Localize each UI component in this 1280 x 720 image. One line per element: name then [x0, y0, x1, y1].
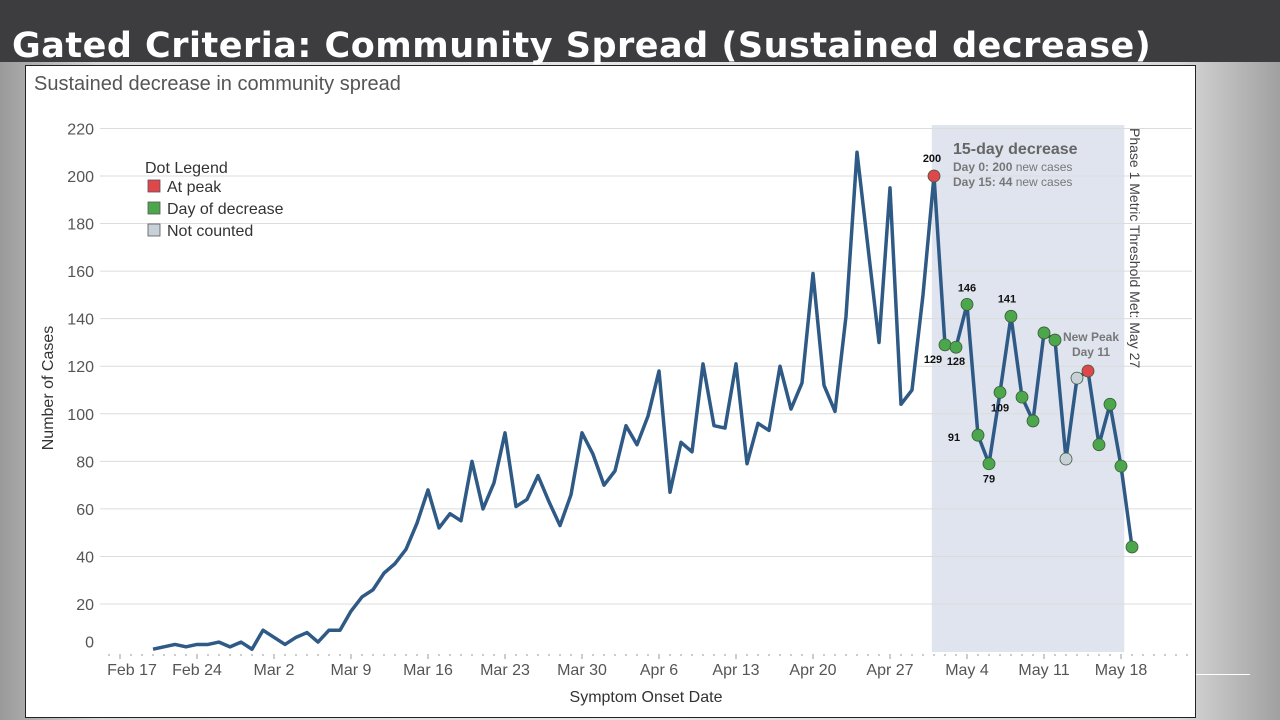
data-label: 200 — [923, 153, 941, 165]
x-tick-label: May 18 — [1095, 662, 1148, 679]
decrease-dot — [971, 428, 985, 442]
decrease-period-shade — [931, 125, 1125, 652]
new-peak-label: New Peak — [1063, 330, 1119, 344]
y-tick-label: 140 — [67, 312, 94, 329]
y-axis-label: Number of Cases — [40, 326, 57, 451]
x-tick-label: May 11 — [1018, 662, 1069, 679]
x-tick-label: Mar 2 — [254, 662, 295, 679]
decrease-dot — [1048, 333, 1062, 347]
legend-swatch-decrease — [147, 201, 161, 215]
decrease-dot — [1103, 397, 1117, 411]
threshold-label: Phase 1 Metric Threshold Met: May 27 — [1127, 128, 1143, 368]
x-tick-label: Apr 6 — [640, 662, 678, 679]
legend-label: At peak — [167, 179, 222, 196]
day0-value: Day 0: 200 — [953, 160, 1013, 174]
not_counted-dot — [1070, 371, 1084, 385]
divider — [1196, 674, 1250, 675]
legend-swatch-not_counted — [147, 223, 161, 237]
x-tick-label: Apr 13 — [712, 662, 759, 679]
data-label: 109 — [991, 402, 1009, 414]
decrease-dot — [938, 338, 952, 352]
chart-title: Sustained decrease in community spread — [34, 73, 401, 95]
x-tick-label: Feb 17 — [107, 662, 157, 679]
y-tick-label: 20 — [76, 597, 94, 614]
x-axis-label: Symptom Onset Date — [570, 689, 723, 706]
decrease-dot — [1114, 459, 1128, 473]
y-tick-label: 180 — [67, 217, 94, 234]
decrease-dot — [1026, 414, 1040, 428]
x-tick-label: Mar 30 — [557, 662, 607, 679]
y-tick-label: 0 — [85, 635, 94, 652]
x-tick-label: Apr 20 — [789, 662, 836, 679]
decrease-dot — [1092, 438, 1106, 452]
legend-swatch-peak — [147, 179, 161, 193]
data-label: 129 — [924, 354, 942, 366]
data-label: 141 — [998, 293, 1016, 305]
legend-label: Not counted — [167, 223, 253, 240]
data-label: 128 — [947, 356, 965, 368]
decrease-dot — [1037, 326, 1051, 340]
decrease-box-title: 15-day decrease — [953, 141, 1078, 158]
decrease-dot — [993, 385, 1007, 399]
legend-label: Day of decrease — [167, 201, 284, 218]
x-tick-label: Feb 24 — [172, 662, 222, 679]
x-tick-label: May 4 — [945, 662, 989, 679]
data-label: 91 — [948, 432, 960, 444]
y-tick-label: 160 — [67, 264, 94, 281]
peak-dot — [1081, 364, 1095, 378]
y-tick-label: 40 — [76, 549, 94, 566]
day15-annotation: Day 15: 44 new cases — [953, 175, 1072, 189]
title-bar — [0, 0, 1280, 62]
data-label: 79 — [983, 474, 995, 486]
x-tick-label: Apr 27 — [866, 662, 913, 679]
legend-title: Dot Legend — [145, 160, 228, 177]
y-tick-label: 220 — [67, 121, 94, 138]
decrease-dot — [949, 340, 963, 354]
slide-title: Gated Criteria: Community Spread (Sustai… — [12, 26, 1152, 66]
y-tick-label: 200 — [67, 169, 94, 186]
peak-dot — [927, 169, 941, 183]
x-tick-label: Mar 16 — [403, 662, 453, 679]
day0-annotation: Day 0: 200 new cases — [953, 160, 1072, 174]
not_counted-dot — [1059, 452, 1073, 466]
y-tick-label: 120 — [67, 359, 94, 376]
cases-series-line — [152, 150, 1134, 651]
decrease-dot — [960, 298, 974, 311]
decrease-dot — [1015, 390, 1029, 404]
x-tick-label: Mar 9 — [331, 662, 372, 679]
y-tick-label: 100 — [67, 407, 94, 424]
y-tick-label: 80 — [76, 454, 94, 471]
day15-suffix: new cases — [1012, 175, 1072, 189]
y-tick-label: 60 — [76, 502, 94, 519]
decrease-dot — [982, 457, 996, 471]
decrease-dot — [1125, 540, 1139, 554]
day15-value: Day 15: 44 — [953, 175, 1013, 189]
decrease-dot — [1004, 309, 1018, 323]
day0-suffix: new cases — [1012, 160, 1072, 174]
data-label: 146 — [958, 282, 976, 294]
new-peak-day-label: Day 11 — [1072, 345, 1110, 359]
x-tick-label: Mar 23 — [480, 662, 530, 679]
